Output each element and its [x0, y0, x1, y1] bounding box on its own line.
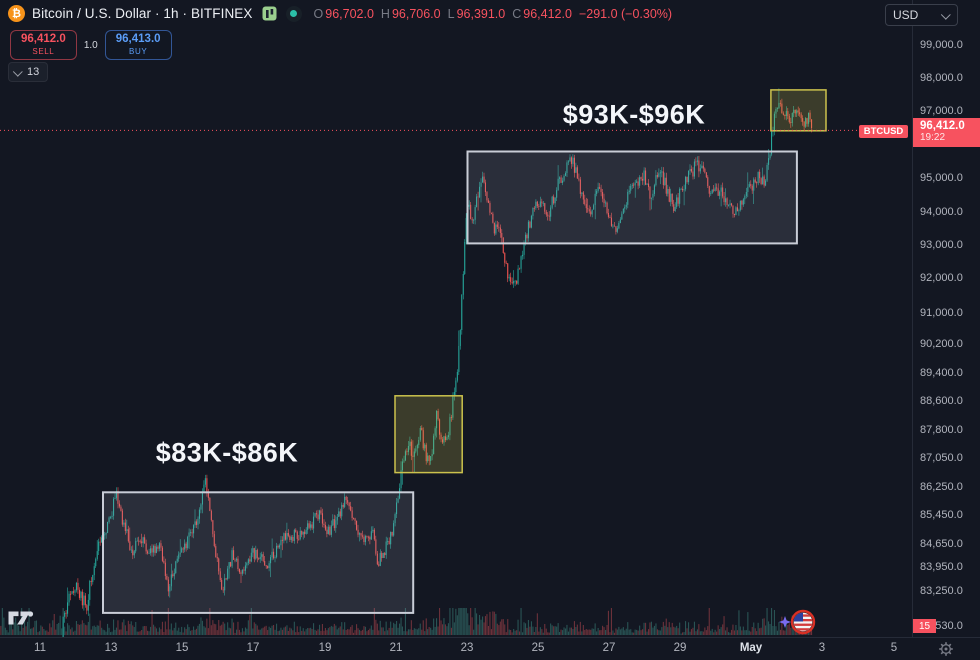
symbol-title[interactable]: Bitcoin / U.S. Dollar · 1h · BITFINEX [32, 6, 253, 21]
open-value: 96,702.0 [325, 6, 374, 21]
bar-countdown: 19:22 [920, 132, 946, 143]
price-tick: 83,950.0 [920, 561, 963, 573]
buy-label: BUY [129, 46, 148, 56]
volume-bars [0, 608, 813, 635]
close-label: C [512, 6, 522, 21]
price-tick: 86,250.0 [920, 481, 963, 493]
price-tick: 87,050.0 [920, 452, 963, 464]
ohlc-readout: O 96,702.0 H 96,706.0 L 96,391.0 C 96,412.0 … [314, 7, 673, 21]
price-axis[interactable]: 99,000.0 98,000.0 97,000.0 95,000.0 94,000.0… [913, 0, 980, 637]
buy-button[interactable]: 96,413.0 BUY [104, 30, 172, 60]
time-tick: 29 [673, 642, 687, 654]
trade-panel: 96,412.0 SELL 1.0 96,413.0 BUY [10, 30, 172, 60]
scale-settings-gear-icon[interactable] [938, 641, 954, 660]
price-tick: 83,250.0 [920, 585, 963, 597]
change-value: −291.0 (−0.30%) [578, 6, 673, 21]
price-tick: 92,000.0 [920, 272, 963, 284]
sell-label: SELL [32, 46, 55, 56]
currency-selector[interactable]: USD [885, 4, 958, 26]
breakout-zone-1[interactable] [394, 395, 463, 474]
spread-value: 1.0 [83, 39, 98, 51]
last-price-label: 96,412.0 19:22 [913, 118, 980, 147]
price-tick: 98,000.0 [920, 72, 963, 84]
price-line-symbol-tag: BTCUSD [859, 125, 908, 138]
time-axis-separator [0, 637, 980, 638]
price-tick: 89,400.0 [920, 367, 963, 379]
breakout-zone-2[interactable] [770, 89, 827, 132]
price-axis-separator [912, 0, 913, 638]
price-tick: 88,600.0 [920, 395, 963, 407]
time-tick: 17 [246, 642, 260, 654]
price-tick: 90,200.0 [920, 338, 963, 350]
open-label: O [313, 6, 324, 21]
price-tick: 95,000.0 [920, 172, 963, 184]
price-tick: 84,650.0 [920, 538, 963, 550]
time-tick: 3 [818, 642, 826, 654]
realtime-status-icon[interactable] [285, 5, 302, 22]
candle-count-value: 13 [27, 66, 40, 78]
sell-button[interactable]: 96,412.0 SELL [10, 30, 77, 60]
time-tick: 25 [531, 642, 545, 654]
symbol-legend: ₿ Bitcoin / U.S. Dollar · 1h · BITFINEX … [8, 5, 672, 22]
candles-chart-type-icon[interactable] [262, 6, 277, 21]
low-value: 96,391.0 [456, 6, 506, 21]
time-tick: 13 [104, 642, 118, 654]
time-tick: 15 [175, 642, 189, 654]
time-tick: 11 [34, 642, 46, 654]
chevron-down-icon [12, 66, 23, 77]
chevron-down-icon [940, 9, 951, 20]
price-range-annotation-lower[interactable]: $83K-$86K [155, 437, 299, 468]
buy-price: 96,413.0 [115, 33, 161, 46]
time-tick: May [739, 642, 763, 654]
tradingview-logo[interactable] [8, 611, 34, 630]
time-tick: 27 [602, 642, 616, 654]
time-tick: 21 [389, 642, 403, 654]
currency-value: USD [893, 8, 919, 22]
low-label: L [447, 6, 455, 21]
candle-count-dropdown[interactable]: 13 [8, 62, 49, 82]
candlestick-chart-canvas[interactable] [0, 0, 912, 637]
price-tick: 94,000.0 [920, 206, 963, 218]
bitcoin-icon: ₿ [8, 5, 25, 22]
range-93k-96k[interactable] [466, 150, 798, 245]
time-tick: 23 [460, 642, 474, 654]
time-tick: 5 [890, 642, 898, 654]
price-tick: 87,800.0 [920, 424, 963, 436]
range-83k-86k[interactable] [102, 491, 415, 614]
us-flag-sticker[interactable] [776, 606, 820, 643]
high-label: H [380, 6, 390, 21]
time-tick: 19 [318, 642, 332, 654]
close-value: 96,412.0 [523, 6, 572, 21]
price-tick: 85,450.0 [920, 509, 963, 521]
price-tick: 93,000.0 [920, 239, 963, 251]
last-price-value: 96,412.0 [920, 120, 965, 132]
volume-value-label: 15 [913, 619, 936, 633]
high-value: 96,706.0 [391, 6, 441, 21]
candles [62, 88, 813, 637]
time-axis[interactable]: 11 13 15 17 19 21 23 25 27 29 May 3 5 [0, 638, 912, 660]
price-range-annotation-upper[interactable]: $93K-$96K [562, 99, 706, 130]
range-boxes[interactable] [102, 89, 827, 614]
price-tick: 99,000.0 [920, 39, 963, 51]
sell-price: 96,412.0 [21, 33, 66, 46]
price-tick: 91,000.0 [920, 307, 963, 319]
price-tick: 97,000.0 [920, 105, 963, 117]
